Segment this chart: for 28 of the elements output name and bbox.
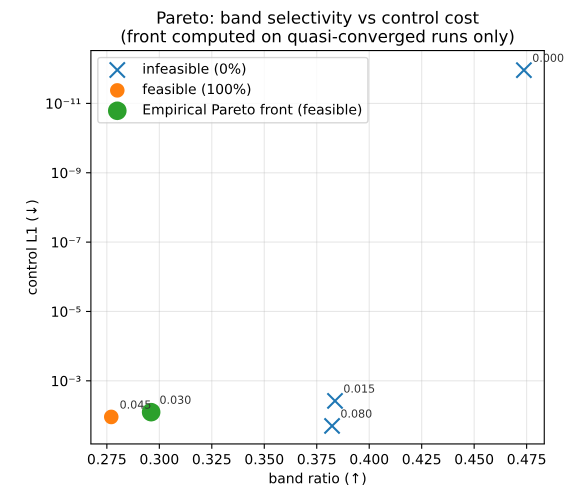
x-tick-label: 0.275 xyxy=(88,454,126,464)
annotation: 0.015 xyxy=(344,384,374,393)
y-axis-title: control L1 (↓) xyxy=(26,200,38,294)
x-tick-label: 0.450 xyxy=(455,454,494,464)
y-tick-label: 10⁻⁹ xyxy=(52,168,81,178)
y-tick-label: 10⁻⁷ xyxy=(52,237,81,248)
y-tick-label: 10⁻³ xyxy=(52,376,80,386)
point xyxy=(323,417,341,435)
x-tick-label: 0.475 xyxy=(508,454,546,464)
annotation: 0.080 xyxy=(341,409,372,418)
x-tick-label: 0.325 xyxy=(192,454,230,464)
legend-label: Empirical Pareto front (feasible) xyxy=(144,104,362,118)
point xyxy=(515,62,533,79)
x-tick-label: 0.300 xyxy=(140,454,178,464)
point xyxy=(326,392,344,410)
x-axis-title: band ratio (↑) xyxy=(270,472,366,486)
x-tick-label: 0.425 xyxy=(402,454,440,464)
annotation: 0.030 xyxy=(160,396,191,404)
x-tick-label: 0.375 xyxy=(298,454,336,464)
x-tick-label: 0.400 xyxy=(350,454,388,464)
y-tick-label: 10⁻⁵ xyxy=(52,306,81,317)
point xyxy=(104,410,119,424)
annotation: 0.045 xyxy=(120,400,150,409)
y-tick-label: 10⁻¹¹ xyxy=(46,98,80,109)
legend-label: infeasible (0%) xyxy=(144,63,246,76)
chart-title: Pareto: band selectivity vs control cost (front computed on quasi-converged runs only) xyxy=(122,10,514,46)
legend-label: feasible (100%) xyxy=(142,83,250,96)
x-tick-label: 0.350 xyxy=(245,454,284,464)
